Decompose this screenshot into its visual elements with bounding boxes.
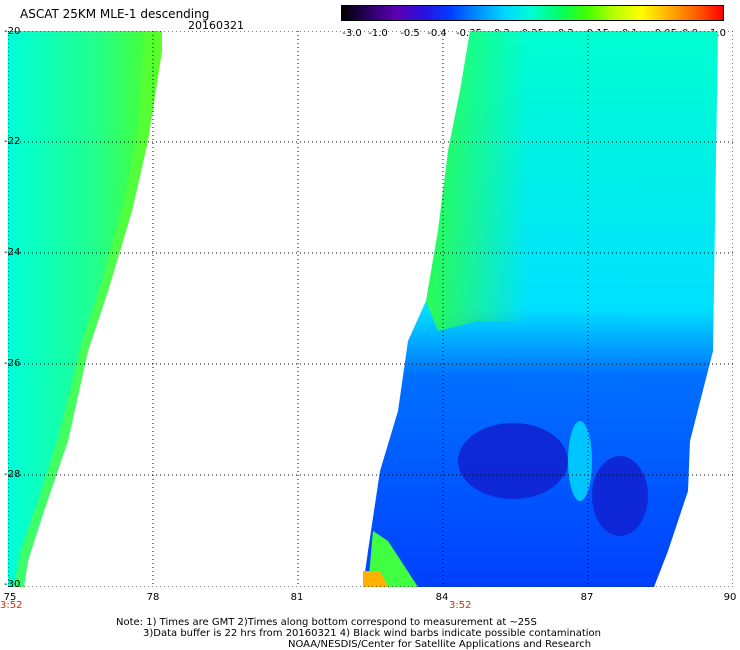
lat-label: -30 [4,579,21,590]
east-swath-edge [426,31,528,331]
east-swath [363,31,718,587]
lat-label: -20 [4,26,21,37]
west-swath-edge [14,31,162,587]
footnote-line-3: NOAA/NESDIS/Center for Satellite Applica… [288,639,592,650]
deep-blue-feature [458,423,568,499]
lat-label: -28 [4,469,21,480]
deep-blue-feature [592,456,648,536]
west-swath [8,31,162,587]
colorbar-label: -3.0 [342,28,362,39]
footnote-line-2: 3)Data buffer is 22 hrs from 20160321 4)… [143,628,601,639]
lon-label: 75 [3,592,17,603]
map-date: 20160321 [188,19,244,32]
lon-label: 81 [290,592,304,603]
colorbar-label: -0.5 [400,28,420,39]
lon-label: 87 [580,592,594,603]
lat-lon-grid [8,31,733,587]
lon-label: 90 [723,592,737,603]
south-edge-hot [363,571,388,587]
map-title: ASCAT 25KM MLE-1 descending [20,7,210,21]
pass-time-label: 3:52 [0,600,23,611]
lat-label: -24 [4,247,21,258]
lon-label: 84 [435,592,449,603]
footnote-line-1: Note: 1) Times are GMT 2)Times along bot… [116,617,537,628]
scatterometer-map [8,31,733,587]
colorbar-label: -0.35 [456,28,482,39]
lat-label: -26 [4,358,21,369]
lat-label: -22 [4,136,21,147]
lon-label: 78 [146,592,160,603]
cyan-feature [568,421,592,501]
colorbar-label: 1.0 [710,28,726,39]
color-scale-bar [341,5,724,21]
pass-time-label: 3:52 [449,600,472,611]
colorbar-label: -1.0 [368,28,388,39]
colorbar-label: -0.4 [427,28,447,39]
